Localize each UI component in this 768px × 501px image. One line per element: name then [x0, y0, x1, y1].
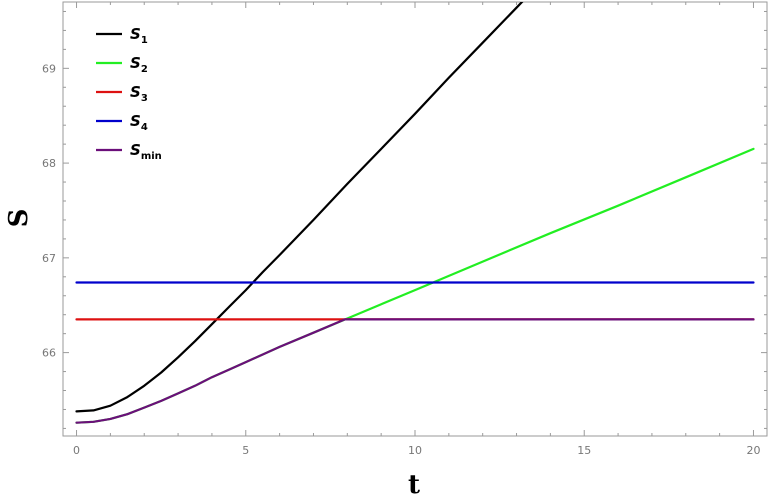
- x-tick-label: 0: [73, 444, 80, 457]
- series-line-s-min: [75, 318, 755, 424]
- legend-label: Smin: [130, 141, 162, 162]
- series-line-s-2: [75, 147, 755, 424]
- legend-label-subscript: 1: [141, 35, 148, 46]
- legend-item: S1: [96, 25, 148, 46]
- axis-ticks: [63, 2, 767, 436]
- legend-item: S4: [96, 112, 148, 133]
- y-tick-label: 68: [42, 157, 56, 170]
- legend-item: Smin: [96, 141, 162, 162]
- legend-label: S1: [130, 25, 148, 46]
- plot-border: [62, 1, 768, 437]
- series-lines: [75, 2, 755, 424]
- y-axis-title: S: [4, 209, 34, 228]
- y-tick-label: 67: [42, 252, 56, 265]
- legend-label-subscript: 2: [141, 64, 148, 75]
- x-tick-label: 15: [577, 444, 591, 457]
- plot-frame: [62, 1, 768, 437]
- series-line-s-1: [75, 2, 524, 413]
- legend-label-subscript: 4: [141, 122, 148, 133]
- legend-label: S3: [130, 83, 148, 104]
- legend-label-subscript: 3: [141, 93, 148, 104]
- legend-label: S2: [130, 54, 148, 75]
- y-tick-label: 66: [42, 347, 56, 360]
- x-axis-title: t: [408, 470, 420, 500]
- legend-label: S4: [130, 112, 148, 133]
- y-tick-label: 69: [42, 62, 56, 75]
- x-tick-label: 20: [746, 444, 760, 457]
- tick-labels: 0 5 10 15 20 66 67 68 69: [42, 62, 760, 457]
- legend-item: S2: [96, 54, 148, 75]
- legend: S1 S2 S3 S4 Smin: [96, 25, 162, 162]
- x-tick-label: 5: [242, 444, 249, 457]
- legend-label-subscript: min: [141, 151, 162, 162]
- legend-item: S3: [96, 83, 148, 104]
- x-tick-label: 10: [408, 444, 422, 457]
